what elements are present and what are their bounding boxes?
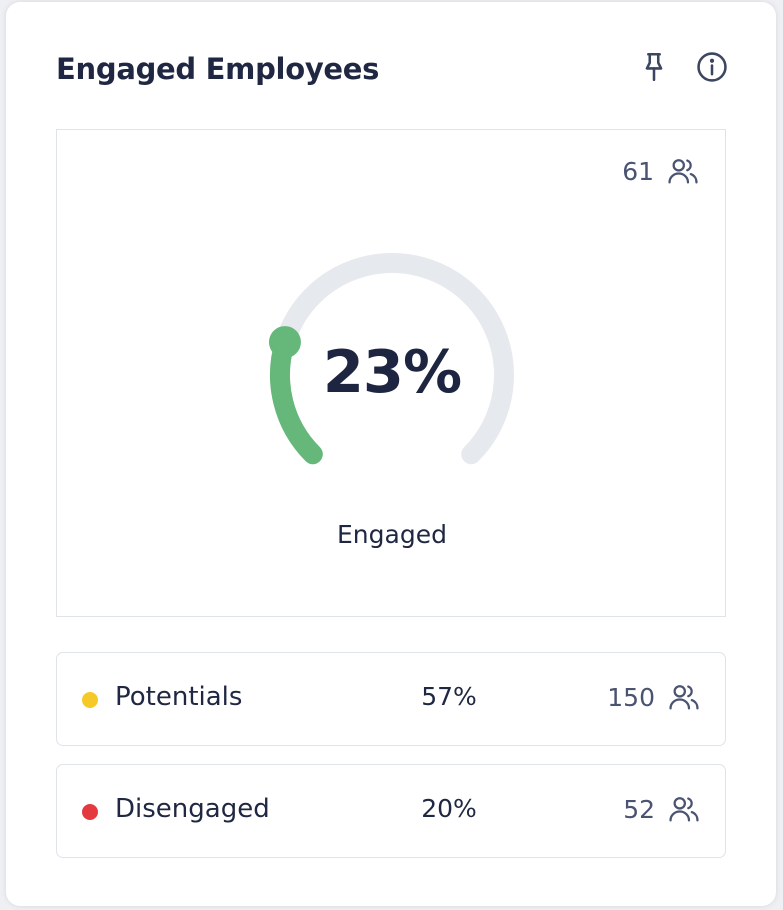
row-label: Potentials (115, 682, 243, 712)
info-icon[interactable] (695, 50, 729, 84)
gauge-marker (268, 326, 301, 359)
status-dot (82, 692, 98, 708)
card-title: Engaged Employees (56, 52, 380, 86)
people-icon (669, 797, 699, 822)
row-count-value: 52 (623, 794, 655, 824)
engaged-gauge-panel: 61 23% Engaged (56, 129, 726, 617)
list-item-disengaged[interactable]: Disengaged 20% 52 (56, 764, 726, 858)
status-dot (82, 804, 98, 820)
engaged-percent: 23% (322, 337, 462, 406)
row-count: 52 (623, 792, 701, 826)
engaged-count-value: 61 (622, 156, 654, 186)
gauge-label: Engaged (337, 520, 447, 549)
engaged-count: 61 (622, 154, 700, 188)
list-item-potentials[interactable]: Potentials 57% 150 (56, 652, 726, 746)
row-label: Disengaged (115, 794, 270, 824)
engaged-employees-card: Engaged Employees 61 23% Engaged (6, 2, 776, 906)
engagement-gauge (268, 253, 514, 465)
row-percent: 57% (421, 682, 477, 711)
pin-icon[interactable] (637, 50, 671, 84)
row-percent: 20% (421, 794, 477, 823)
row-count-value: 150 (607, 682, 655, 712)
people-icon (669, 685, 699, 710)
people-icon (668, 159, 698, 184)
row-count: 150 (607, 680, 701, 714)
